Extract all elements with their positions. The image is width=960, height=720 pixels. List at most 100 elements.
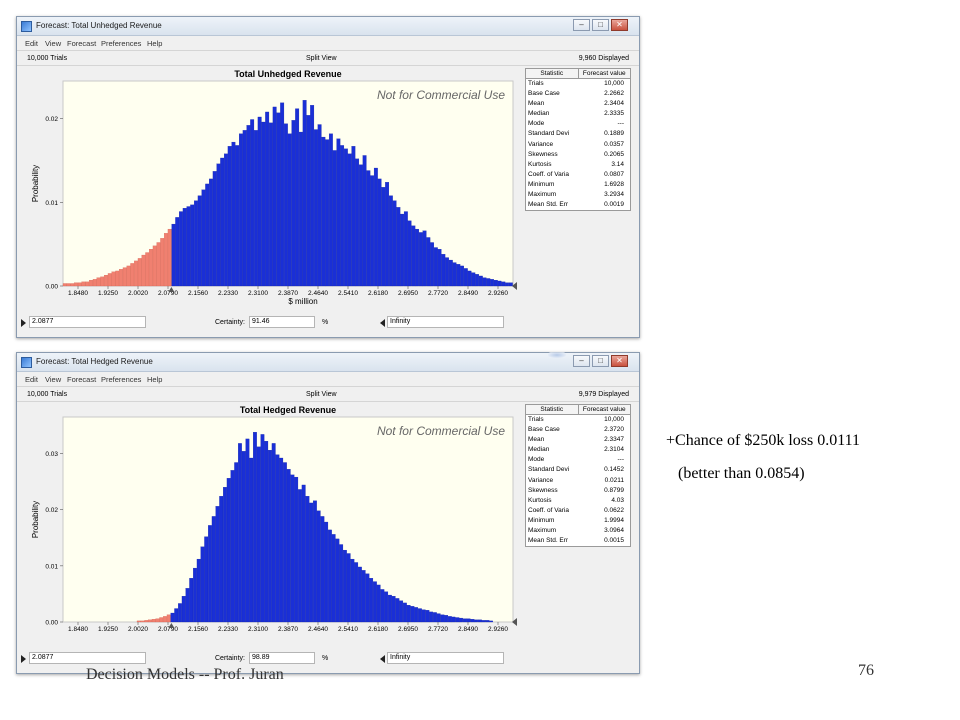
histogram-bar bbox=[77, 282, 82, 287]
x-axis-label: $ million bbox=[288, 297, 317, 306]
statistic-value: 1.9994 bbox=[604, 516, 624, 524]
histogram-bar bbox=[250, 119, 255, 287]
statistics-row: Maximum 3.2934 bbox=[526, 190, 630, 200]
right-grabber-arrow-icon[interactable] bbox=[380, 319, 385, 327]
histogram-bar bbox=[224, 153, 228, 287]
histogram-chart: Total Unhedged Revenue 0.00 0.01 0.02 1.8480… bbox=[31, 69, 517, 306]
split-view-label[interactable]: Split View bbox=[306, 55, 337, 62]
histogram-bar bbox=[160, 238, 165, 287]
histogram-bar bbox=[238, 443, 242, 623]
histogram-bar bbox=[265, 111, 270, 287]
minimize-button[interactable]: – bbox=[573, 355, 590, 367]
statistics-row: Mean 2.3347 bbox=[526, 435, 630, 445]
histogram-bar bbox=[92, 279, 97, 287]
histogram-bar bbox=[463, 268, 468, 287]
statistic-name: Standard Devi bbox=[528, 130, 570, 138]
menu-edit[interactable]: Edit bbox=[25, 375, 38, 384]
displayed-label: 9,979 Displayed bbox=[578, 391, 629, 398]
statistics-row: Minimum 1.6928 bbox=[526, 180, 630, 190]
certainty-field[interactable]: 91.46 bbox=[249, 316, 315, 328]
menu-help[interactable]: Help bbox=[147, 375, 163, 384]
x-tick-label: 2.2330 bbox=[218, 626, 238, 633]
close-button[interactable]: ✕ bbox=[611, 19, 628, 31]
menu-help[interactable]: Help bbox=[147, 39, 163, 48]
histogram-bar bbox=[447, 616, 452, 623]
histogram-bar bbox=[205, 183, 210, 287]
histogram-bar bbox=[107, 273, 112, 287]
histogram-bar bbox=[478, 275, 483, 287]
left-value-field[interactable]: 2.0877 bbox=[29, 316, 146, 328]
histogram-bar bbox=[62, 283, 67, 287]
histogram-bar bbox=[324, 521, 329, 623]
chart-panel: Total Unhedged Revenue 0.00 0.01 0.02 1.8480… bbox=[20, 67, 520, 315]
histogram-bar bbox=[369, 578, 374, 623]
x-tick-label: 2.5410 bbox=[338, 626, 358, 633]
left-grabber-arrow-icon[interactable] bbox=[21, 655, 26, 663]
histogram-bar bbox=[415, 228, 419, 287]
histogram-bar bbox=[343, 549, 347, 623]
forecast-value-column-header[interactable]: Forecast value bbox=[582, 70, 626, 77]
forecast-window-hedged: Forecast: Total Hedged Revenue – □ ✕ Edi… bbox=[16, 352, 640, 674]
histogram-bar bbox=[366, 170, 371, 287]
left-grabber-arrow-icon[interactable] bbox=[21, 319, 26, 327]
histogram-bar bbox=[257, 116, 262, 287]
chart-title: Total Unhedged Revenue bbox=[234, 69, 341, 79]
statistic-value: 0.0357 bbox=[604, 140, 624, 148]
right-grabber-arrow-icon[interactable] bbox=[380, 655, 385, 663]
histogram-bar bbox=[151, 619, 156, 623]
menu-preferences[interactable]: Preferences bbox=[101, 375, 142, 384]
y-tick-label: 0.00 bbox=[45, 620, 58, 627]
split-view-label[interactable]: Split View bbox=[306, 391, 337, 398]
histogram-bar bbox=[508, 282, 513, 287]
histogram-bar bbox=[432, 612, 437, 623]
maximize-button[interactable]: □ bbox=[592, 355, 609, 367]
close-button[interactable]: ✕ bbox=[611, 355, 628, 367]
histogram-bar bbox=[149, 249, 153, 287]
menu-edit[interactable]: Edit bbox=[25, 39, 38, 48]
statistics-row: Minimum 1.9994 bbox=[526, 516, 630, 526]
histogram-bar bbox=[74, 282, 78, 287]
histogram-bar bbox=[235, 145, 240, 287]
histogram-bar bbox=[430, 242, 434, 287]
histogram-bar bbox=[137, 258, 142, 287]
minimize-button[interactable]: – bbox=[573, 19, 590, 31]
histogram-bar bbox=[313, 500, 317, 623]
statistic-value: 0.0015 bbox=[604, 537, 624, 545]
histogram-bar bbox=[115, 270, 120, 287]
chart-panel: Total Hedged Revenue 0.00 0.01 0.02 0.03 1.84… bbox=[20, 403, 520, 651]
forecast-value-column-header[interactable]: Forecast value bbox=[582, 406, 626, 413]
x-tick-label: 2.6180 bbox=[368, 290, 388, 297]
histogram-bar bbox=[189, 578, 194, 623]
right-value-field[interactable]: Infinity bbox=[387, 652, 504, 664]
statistic-column-header[interactable]: Statistic bbox=[526, 69, 579, 78]
menu-forecast[interactable]: Forecast bbox=[67, 375, 97, 384]
title-bar[interactable]: Forecast: Total Hedged Revenue – □ ✕ bbox=[17, 353, 639, 372]
statistics-header: Statistic Forecast value bbox=[526, 405, 630, 415]
menu-view[interactable]: View bbox=[45, 375, 62, 384]
x-tick-label: 2.1560 bbox=[188, 290, 208, 297]
x-tick-label: 2.1560 bbox=[188, 626, 208, 633]
trials-label: 10,000 Trials bbox=[27, 391, 68, 398]
statistic-column-header[interactable]: Statistic bbox=[526, 405, 579, 414]
y-tick-label: 0.01 bbox=[45, 200, 58, 207]
histogram-bar bbox=[260, 434, 265, 623]
histogram-bar bbox=[485, 620, 490, 623]
left-value-field[interactable]: 2.0877 bbox=[29, 652, 146, 664]
certainty-field[interactable]: 98.89 bbox=[249, 652, 315, 664]
x-tick-label: 2.3870 bbox=[278, 626, 298, 633]
histogram-bar bbox=[186, 206, 191, 287]
statistics-row: Standard Devi 0.1889 bbox=[526, 129, 630, 139]
histogram-bar bbox=[96, 277, 101, 287]
histogram-bar bbox=[358, 164, 363, 287]
histogram-bar bbox=[156, 242, 161, 287]
menu-preferences[interactable]: Preferences bbox=[101, 39, 142, 48]
title-bar[interactable]: Forecast: Total Unhedged Revenue – □ ✕ bbox=[17, 17, 639, 36]
maximize-button[interactable]: □ bbox=[592, 19, 609, 31]
right-value-field[interactable]: Infinity bbox=[387, 316, 504, 328]
histogram-bar bbox=[81, 281, 86, 287]
menu-view[interactable]: View bbox=[45, 39, 62, 48]
histogram-bar bbox=[264, 441, 269, 623]
histogram-bar bbox=[385, 182, 390, 287]
statistics-row: Base Case 2.2662 bbox=[526, 89, 630, 99]
menu-forecast[interactable]: Forecast bbox=[67, 39, 97, 48]
